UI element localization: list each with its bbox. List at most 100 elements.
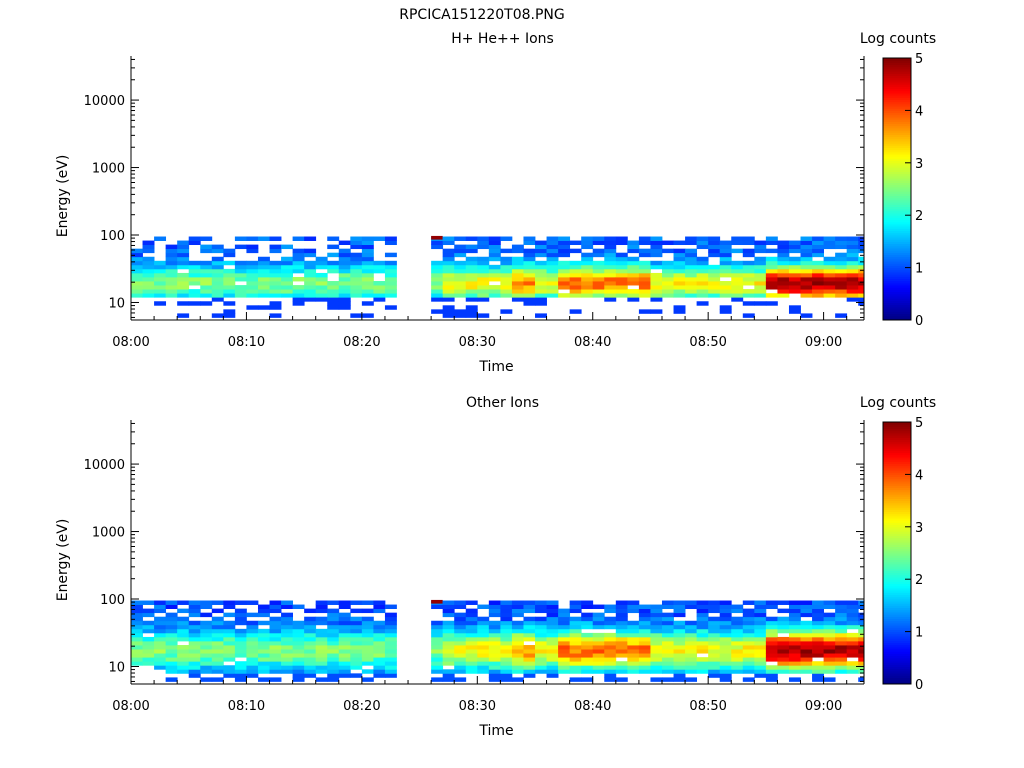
spectrogram-cell [211, 285, 224, 290]
spectrogram-cell [465, 661, 478, 666]
spectrogram-cell [731, 604, 744, 610]
spectrogram-cell [454, 669, 467, 674]
spectrogram-cell [742, 248, 755, 254]
spectrogram-cell [546, 616, 559, 622]
colorbar-segment [883, 154, 911, 157]
spectrogram-cell [465, 628, 478, 634]
colorbar-segment [883, 664, 911, 668]
spectrogram-cell [246, 669, 259, 674]
spectrogram-cell [200, 248, 213, 254]
colorbar-tick-label: 4 [915, 104, 923, 119]
spectrogram-cell [142, 600, 155, 605]
spectrogram-cell [234, 272, 247, 278]
colorbar-segment [883, 598, 911, 602]
spectrogram-cell [384, 276, 397, 282]
spectrogram-cell [257, 604, 270, 610]
spectrogram-cell [477, 293, 490, 298]
spectrogram-cell [846, 272, 859, 278]
spectrogram-cell [131, 272, 143, 278]
spectrogram-cell [523, 289, 536, 294]
colorbar-segment [883, 579, 911, 582]
spectrogram-cell [823, 268, 836, 274]
spectrogram-cell [281, 661, 293, 666]
spectrogram-cell [788, 276, 801, 282]
spectrogram-cell [142, 640, 155, 646]
colorbar-segment [883, 511, 911, 515]
spectrogram-cell [338, 628, 351, 634]
spectrogram-cell [604, 240, 617, 246]
spectrogram-cell [373, 665, 386, 670]
spectrogram-cell [292, 653, 305, 658]
spectrogram-cell [465, 600, 478, 605]
spectrogram-cell [373, 673, 386, 678]
spectrogram-cell [638, 616, 651, 622]
colorbar-segment [883, 520, 911, 523]
spectrogram-cell [788, 268, 801, 274]
spectrogram-cell [281, 612, 293, 618]
spectrogram-cell [477, 645, 490, 650]
spectrogram-cell [846, 289, 859, 294]
spectrogram-cell [661, 604, 674, 610]
spectrogram-cell [846, 608, 859, 614]
spectrogram-cell [269, 640, 282, 646]
colorbar-segment [883, 73, 911, 76]
spectrogram-cell [327, 645, 340, 650]
spectrogram-cell [661, 600, 674, 605]
spectrogram-cell [638, 248, 651, 254]
spectrogram-cell [604, 252, 617, 258]
colorbar-segment [883, 670, 911, 674]
spectrogram-cell [188, 624, 201, 630]
spectrogram-cell [281, 649, 293, 654]
spectrogram-cell [304, 653, 317, 658]
spectrogram-cell [835, 272, 848, 278]
spectrogram-cell [731, 636, 744, 642]
spectrogram-cell [546, 620, 559, 626]
spectrogram-cell [523, 252, 536, 258]
colorbar-segment [883, 550, 911, 554]
spectrogram-cell [465, 248, 478, 254]
spectrogram-cell [200, 620, 213, 626]
spectrogram-cell [673, 632, 686, 638]
spectrogram-cell [442, 620, 455, 626]
spectrogram-cell [281, 276, 293, 282]
spectrogram-cell [627, 645, 640, 650]
spectrogram-cell [765, 604, 778, 610]
spectrogram-cell [615, 665, 628, 670]
spectrogram-cell [846, 285, 859, 290]
colorbar-segment [883, 640, 911, 644]
spectrogram-cell [292, 673, 305, 678]
colorbar-segment [883, 186, 911, 190]
spectrogram-cell [211, 645, 224, 650]
colorbar-segment [883, 140, 911, 144]
spectrogram-cell [477, 624, 490, 630]
spectrogram-cell [211, 661, 224, 666]
spectrogram-cell [742, 628, 755, 634]
spectrogram-cell [211, 272, 224, 278]
spectrogram-cell [535, 604, 547, 610]
spectrogram-cell [488, 624, 501, 630]
spectrogram-cell [661, 612, 674, 618]
spectrogram-cell [292, 252, 305, 258]
spectrogram-cell [511, 636, 524, 642]
spectrogram-cell [696, 293, 709, 298]
spectrogram-cell [627, 604, 640, 610]
spectrogram-cell [431, 624, 444, 630]
x-tick-label: 08:20 [343, 699, 380, 714]
spectrogram-cell [211, 248, 224, 254]
spectrogram-cell [800, 276, 813, 282]
spectrogram-cell [696, 640, 709, 646]
spectrogram-cell [269, 272, 282, 278]
spectrogram-cell [154, 636, 167, 642]
spectrogram-cell [627, 264, 640, 270]
spectrogram-cell [304, 669, 317, 674]
colorbar-segment [883, 662, 911, 665]
x-tick-label: 08:40 [574, 335, 611, 350]
spectrogram-cell [685, 272, 698, 278]
spectrogram-cell [304, 260, 317, 266]
spectrogram-cell [142, 276, 155, 282]
spectrogram-cell [812, 240, 824, 246]
spectrogram-cell [604, 665, 617, 670]
spectrogram-cell [638, 272, 651, 278]
spectrogram-cell [200, 604, 213, 610]
spectrogram-cell [304, 645, 317, 650]
